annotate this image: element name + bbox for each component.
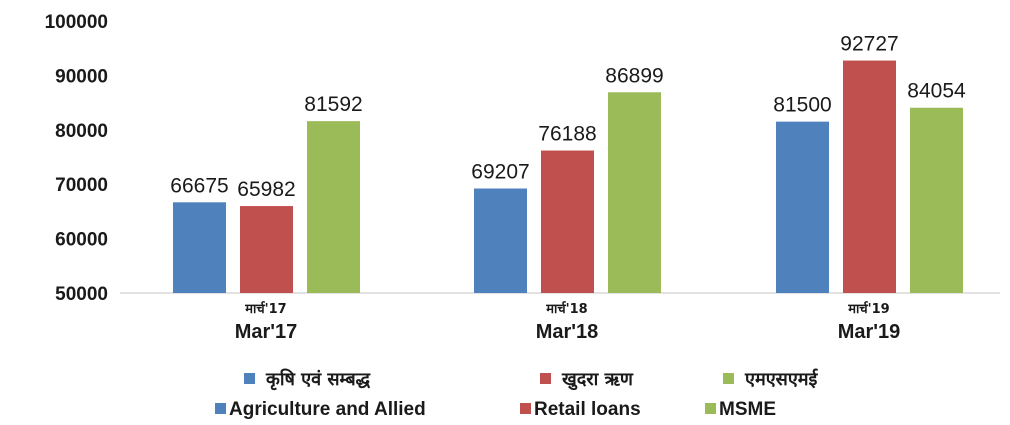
data-label: 81500 xyxy=(773,94,831,117)
legend-label-hindi: खुदरा ऋण xyxy=(561,369,634,391)
bar xyxy=(843,60,896,293)
data-label: 65982 xyxy=(237,178,295,201)
data-label: 86899 xyxy=(605,64,663,87)
data-label: 92727 xyxy=(840,33,898,56)
y-axis: 100000 90000 80000 70000 60000 50000 xyxy=(45,12,108,305)
x-category-label-hindi: मार्च'19 xyxy=(847,301,889,317)
x-category-label: Mar'18 xyxy=(536,321,599,343)
bar xyxy=(541,150,594,293)
bars: 66675 69207 81500 65982 76188 92727 81592 86899… xyxy=(170,33,966,293)
bar xyxy=(776,121,829,293)
bar xyxy=(474,188,527,293)
y-tick-label: 80000 xyxy=(55,121,108,142)
bar xyxy=(240,206,293,293)
data-label: 81592 xyxy=(304,93,362,116)
data-label: 69207 xyxy=(471,161,529,184)
data-label: 84054 xyxy=(907,80,966,103)
bar xyxy=(910,107,963,293)
legend-label: Retail loans xyxy=(534,399,641,420)
legend-swatch xyxy=(520,403,531,414)
legend-swatch xyxy=(723,373,734,384)
y-tick-label: 60000 xyxy=(55,230,108,251)
y-tick-label: 50000 xyxy=(55,284,108,305)
legend-swatch xyxy=(244,373,255,384)
legend-label: Agriculture and Allied xyxy=(229,399,426,420)
y-tick-label: 90000 xyxy=(55,66,108,87)
legend-swatch xyxy=(705,403,716,414)
legend: कृषि एवं सम्बद्ध Agriculture and Allied खु… xyxy=(215,368,819,420)
legend-label-hindi: कृषि एवं सम्बद्ध xyxy=(265,368,371,391)
legend-swatch xyxy=(215,403,226,414)
x-category-label-hindi: मार्च'17 xyxy=(244,301,286,317)
data-label: 66675 xyxy=(170,174,228,197)
legend-swatch xyxy=(540,373,551,384)
y-tick-label: 100000 xyxy=(45,12,108,33)
data-label: 76188 xyxy=(538,123,596,146)
x-category-label-hindi: मार्च'18 xyxy=(545,301,587,317)
bar xyxy=(608,92,661,293)
legend-label: MSME xyxy=(719,399,776,420)
x-category-label: Mar'17 xyxy=(235,321,298,343)
bar xyxy=(173,202,226,293)
bar xyxy=(307,121,360,293)
x-axis-categories: मार्च'17 Mar'17 मार्च'18 Mar'18 मार्च'19 Mar'… xyxy=(235,301,901,343)
x-category-label: Mar'19 xyxy=(838,321,901,343)
y-tick-label: 70000 xyxy=(55,175,108,196)
legend-label-hindi: एमएसएमई xyxy=(744,368,819,390)
